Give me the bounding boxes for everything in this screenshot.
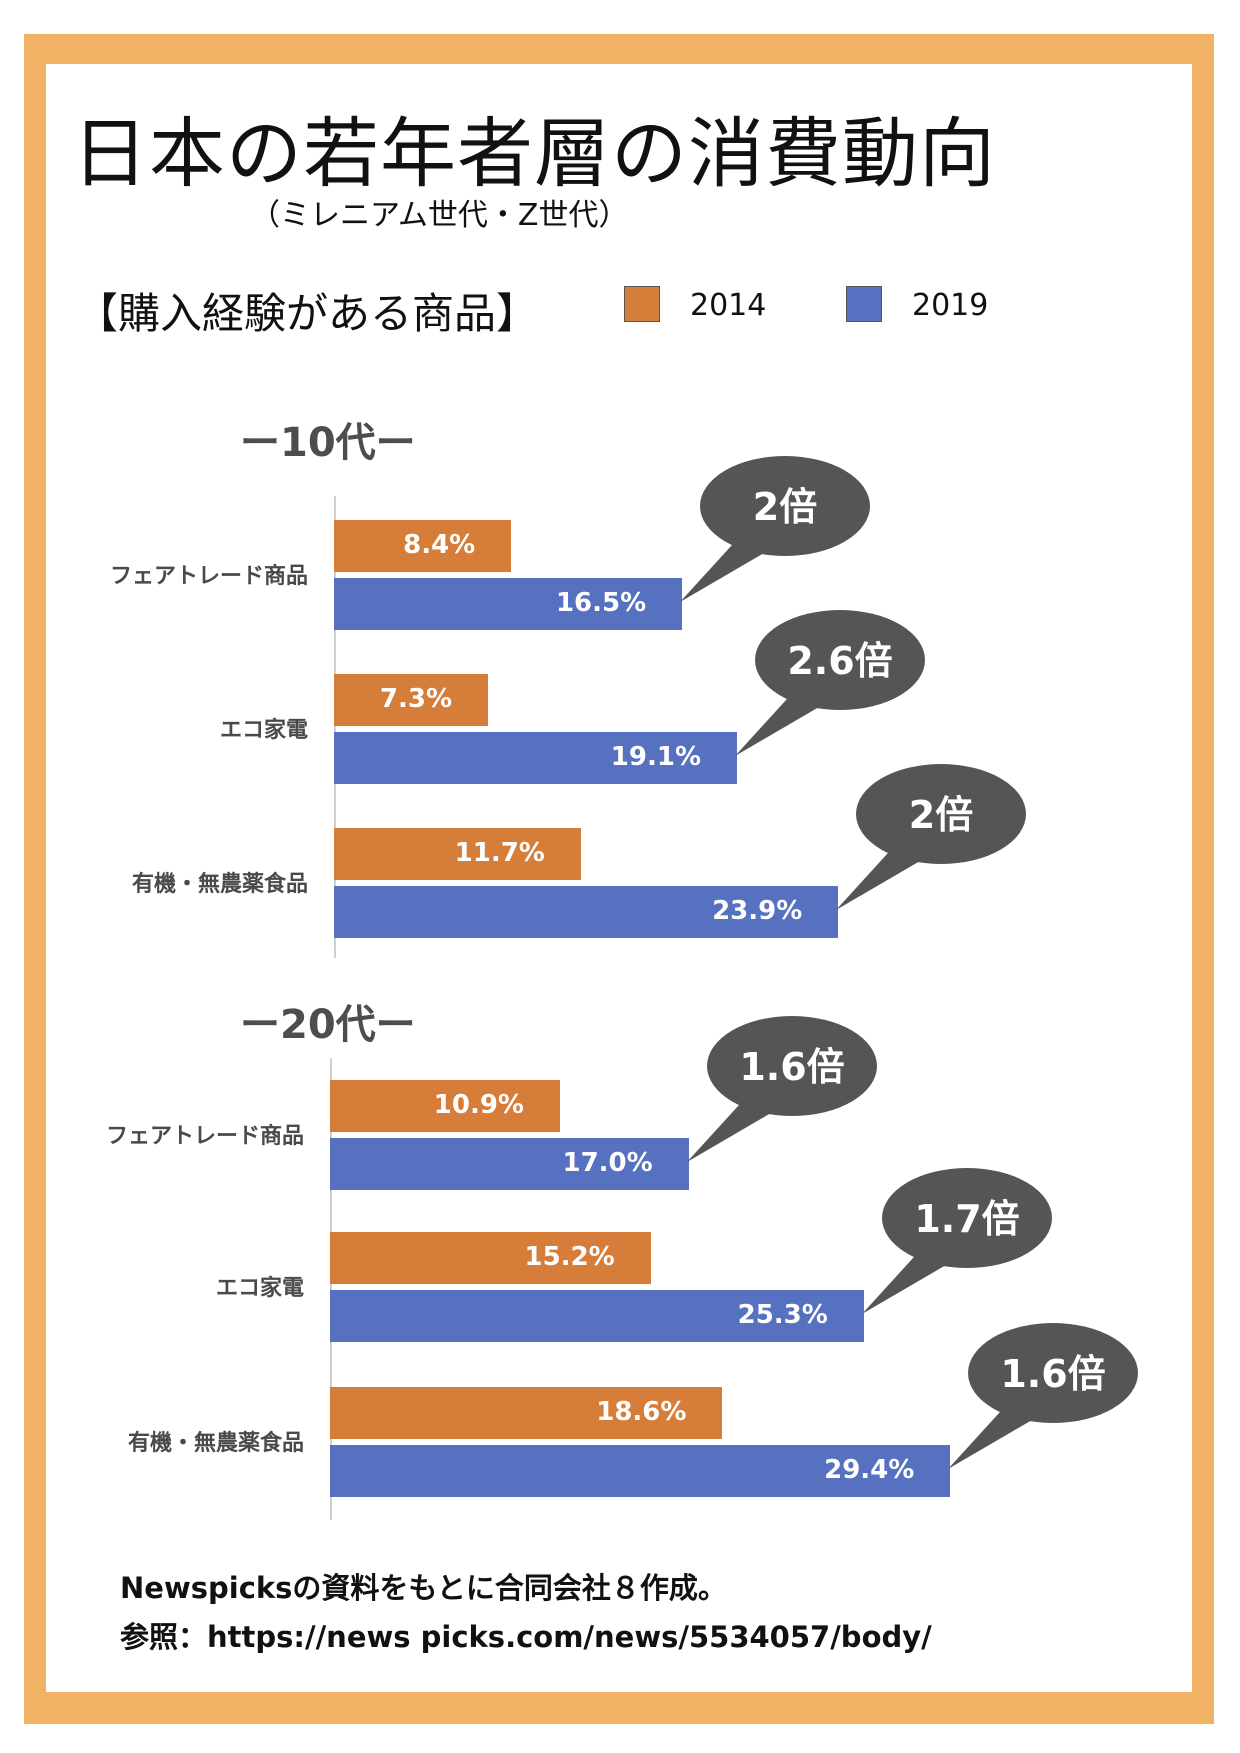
ratio-label: 2倍 [909, 793, 973, 837]
ratio-label: 1.6倍 [1001, 1352, 1106, 1396]
data-label: 7.3% [379, 684, 453, 714]
legend-label-2014: 2014 [690, 288, 767, 323]
bubble-body [856, 764, 1027, 864]
legend-label-2019: 2019 [912, 288, 989, 323]
bar-2014 [334, 520, 512, 572]
bar-2014 [330, 1080, 560, 1132]
chart-title: ー10代ー [240, 420, 416, 466]
category-label: エコ家電 [215, 1276, 304, 1301]
footer-source: Newspicksの資料をもとに合同会社８作成。 [120, 1571, 727, 1605]
data-label: 18.6% [596, 1397, 687, 1427]
ratio-bubble: 1.6倍 [948, 1323, 1139, 1469]
category-label: 有機・無農薬食品 [131, 872, 308, 897]
bar-2014 [334, 828, 581, 880]
bubble-body [881, 1168, 1052, 1268]
bar-2014 [330, 1232, 651, 1284]
chart-title: ー20代ー [240, 1002, 416, 1048]
legend-swatch-2019 [846, 286, 882, 322]
data-label: 8.4% [403, 530, 476, 560]
ratio-bubble: 2.6倍 [735, 610, 925, 756]
bar-2019 [334, 732, 737, 784]
ratio-bubble: 2倍 [836, 764, 1027, 910]
data-label: 15.2% [524, 1242, 615, 1272]
ratio-label: 1.6倍 [739, 1045, 844, 1089]
data-label: 23.9% [712, 896, 803, 926]
legend-swatch-2014 [624, 286, 660, 322]
data-label: 29.4% [824, 1455, 915, 1485]
bar-2014 [330, 1387, 723, 1439]
ratio-bubble: 1.6倍 [686, 1016, 877, 1162]
category-axis [330, 1058, 332, 1520]
data-label: 16.5% [555, 588, 647, 618]
bubble-body [755, 610, 925, 710]
category-label: 有機・無農薬食品 [127, 1431, 304, 1456]
bar-2019 [330, 1445, 951, 1497]
category-axis [334, 496, 336, 958]
category-label: フェアトレード商品 [105, 1124, 304, 1149]
page-title: 日本の若年者層の消費動向 [72, 109, 996, 198]
bar-2019 [330, 1290, 864, 1342]
ratio-bubble: 2倍 [680, 456, 871, 602]
data-label: 10.9% [433, 1090, 524, 1120]
ratio-label: 2.6倍 [787, 639, 892, 683]
data-label: 11.7% [454, 838, 545, 868]
category-label: エコ家電 [219, 718, 308, 743]
page-subtitle: （ミレニアム世代・Z世代） [250, 198, 629, 233]
bar-2019 [330, 1138, 689, 1190]
bar-2014 [334, 674, 489, 726]
bubble-body [706, 1016, 877, 1116]
ratio-label: 1.7倍 [914, 1197, 1019, 1241]
data-label: 17.0% [562, 1148, 653, 1178]
ratio-bubble: 1.7倍 [861, 1168, 1052, 1314]
data-label: 25.3% [737, 1300, 828, 1330]
bubble-body [968, 1323, 1139, 1423]
data-label: 19.1% [610, 742, 701, 772]
bar-2019 [334, 886, 839, 938]
ratio-label: 2倍 [753, 485, 817, 529]
bar-2019 [334, 578, 683, 630]
footer-reference: 参照：https://news picks.com/news/5534057/b… [120, 1620, 932, 1654]
category-label: フェアトレード商品 [109, 564, 308, 589]
bubble-body [700, 456, 871, 556]
section-label: 【購入経験がある商品】 [76, 289, 539, 338]
